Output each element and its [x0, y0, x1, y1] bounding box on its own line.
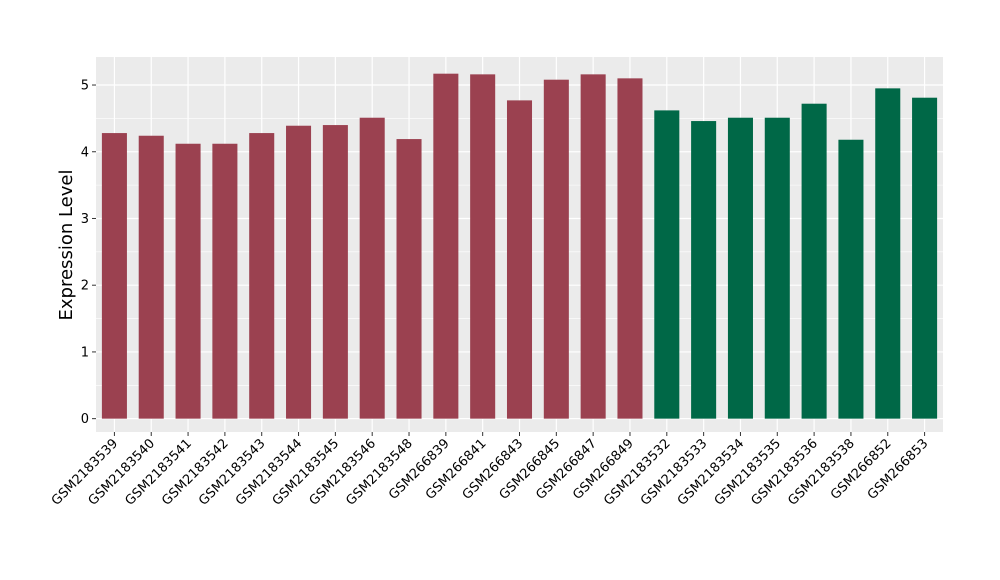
bar-gsm2183542 — [212, 143, 238, 419]
bars — [101, 73, 938, 419]
bar-gsm2183548 — [396, 139, 422, 419]
bar-gsm2183546 — [359, 117, 385, 419]
bar-gsm2183541 — [175, 143, 201, 419]
bar-gsm266839 — [433, 73, 459, 419]
y-axis-title: Expression Level — [56, 170, 77, 321]
y-tick-label: 3 — [81, 212, 89, 227]
bar-gsm266852 — [875, 88, 901, 419]
bar-gsm2183533 — [691, 121, 717, 419]
bar-gsm2183544 — [286, 125, 312, 419]
y-tick-label: 1 — [81, 345, 89, 360]
bar-gsm2183545 — [322, 125, 348, 419]
bar-gsm2183543 — [249, 133, 275, 419]
bar-gsm2183534 — [727, 117, 753, 419]
bar-gsm266841 — [470, 74, 496, 419]
bar-gsm2183536 — [801, 103, 827, 419]
bar-gsm2183532 — [654, 110, 680, 419]
y-tick-label: 5 — [81, 79, 89, 94]
bar-gsm2183540 — [138, 135, 164, 419]
y-tick-label: 2 — [81, 279, 89, 294]
bar-gsm266847 — [580, 74, 606, 419]
bar-gsm2183539 — [101, 133, 127, 419]
bar-gsm266843 — [506, 100, 533, 419]
y-axis: 0 1 2 3 4 5 — [81, 79, 96, 427]
y-tick-label: 0 — [81, 412, 89, 427]
bar-gsm2183538 — [838, 139, 864, 419]
y-tick-label: 4 — [81, 145, 89, 160]
bar-gsm266845 — [543, 79, 569, 419]
bar-gsm2183535 — [764, 117, 790, 419]
bar-gsm266853 — [912, 97, 938, 419]
bar-gsm266849 — [617, 78, 643, 419]
x-axis: GSM2183539GSM2183540GSM2183541GSM2183542… — [49, 432, 931, 509]
